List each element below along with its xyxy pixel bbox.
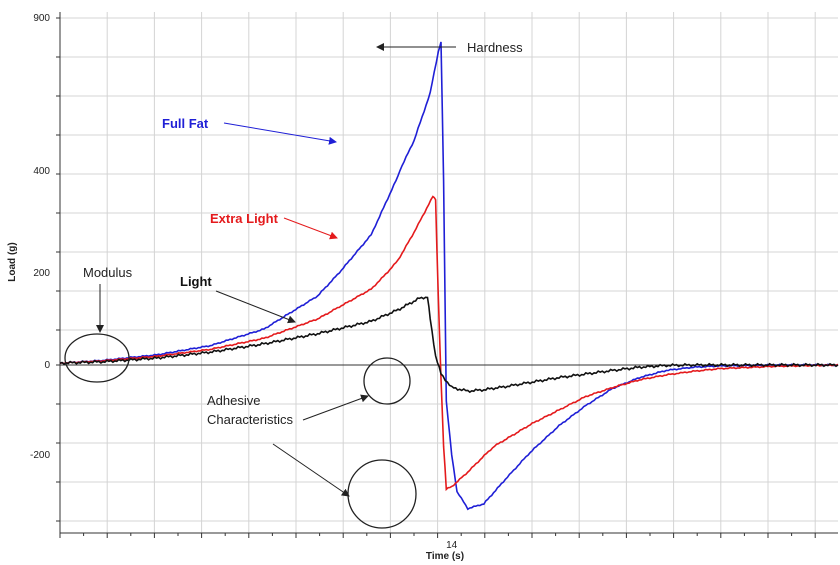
full-fat-label: Full Fat bbox=[162, 116, 209, 131]
hardness-label: Hardness bbox=[467, 40, 523, 55]
chart-grid bbox=[59, 12, 838, 533]
y-tick-label: 900 bbox=[33, 13, 50, 24]
chart-tick-labels: 900 400 200 0 -200 14 bbox=[30, 13, 458, 551]
adhesive-label-line2: Characteristics bbox=[207, 412, 293, 427]
modulus-label: Modulus bbox=[83, 265, 133, 280]
light-label: Light bbox=[180, 274, 212, 289]
y-tick-label: 200 bbox=[33, 268, 50, 279]
adhesive-label-line1: Adhesive bbox=[207, 393, 260, 408]
adhesive-circle-small bbox=[363, 357, 411, 405]
light-arrow bbox=[215, 290, 296, 324]
adhesive-arrow-upper bbox=[302, 394, 369, 421]
x-axis-title: Time (s) bbox=[426, 551, 464, 562]
x-tick-label: 14 bbox=[446, 540, 458, 551]
series-line-extra-light bbox=[59, 195, 839, 492]
series-line-full-fat bbox=[59, 41, 839, 511]
y-tick-label: -200 bbox=[30, 450, 50, 461]
chart-annotations: Hardness Full Fat Extra Light Light Modu… bbox=[64, 40, 523, 529]
chart-series bbox=[59, 41, 839, 511]
adhesive-circle-large bbox=[347, 459, 417, 529]
extra-light-label: Extra Light bbox=[210, 211, 279, 226]
modulus-circle bbox=[64, 333, 130, 383]
series-line-light bbox=[59, 296, 839, 394]
y-tick-label: 0 bbox=[44, 360, 50, 371]
y-axis-title: Load (g) bbox=[7, 242, 18, 281]
y-tick-label: 400 bbox=[33, 166, 50, 177]
adhesive-arrow-lower bbox=[272, 443, 350, 497]
extra-light-arrow bbox=[283, 217, 338, 240]
full-fat-arrow bbox=[223, 122, 337, 145]
